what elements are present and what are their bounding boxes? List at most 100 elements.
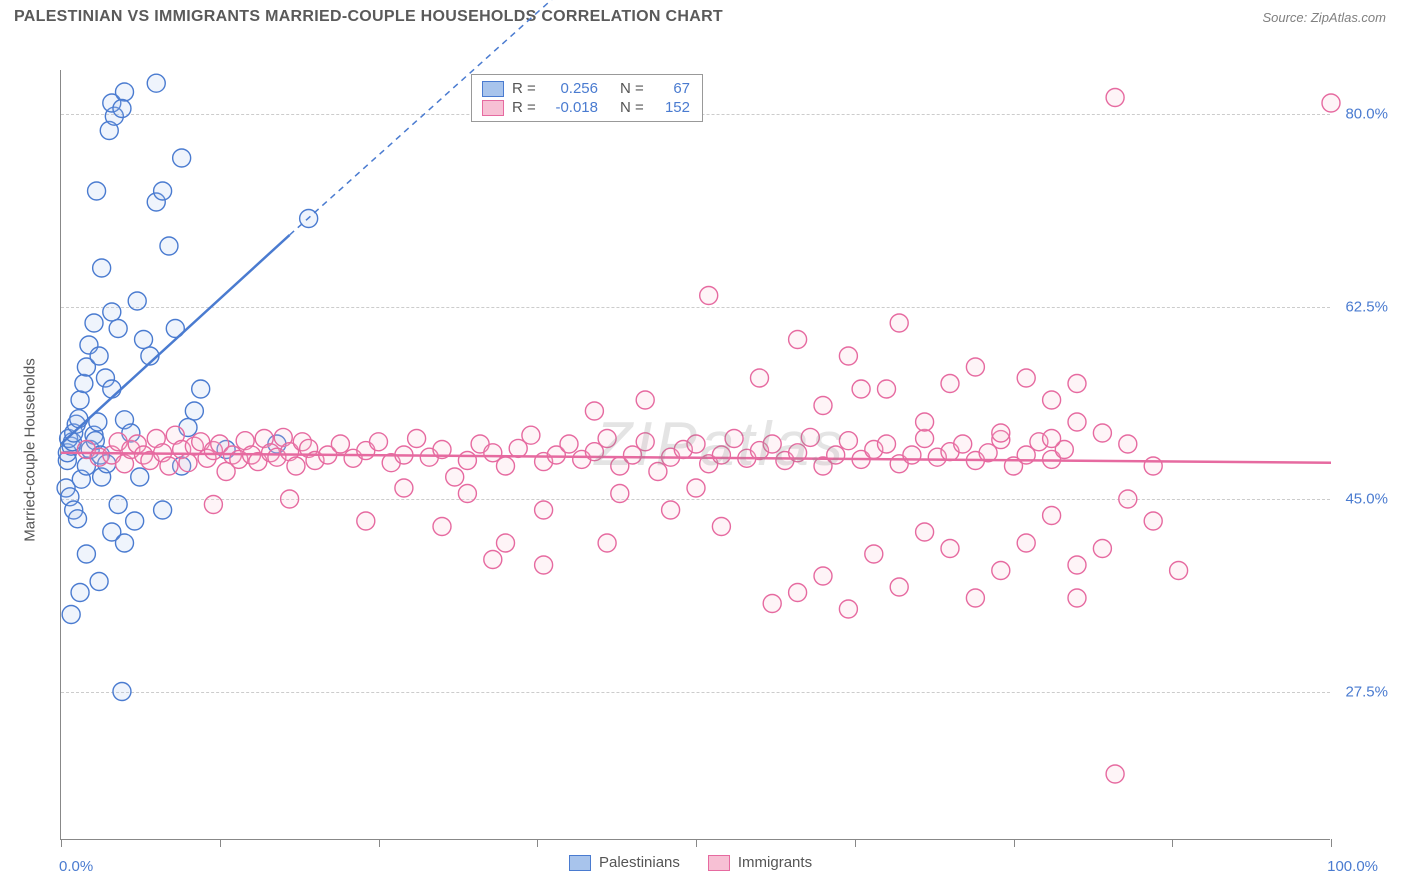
data-point [585,402,603,420]
legend-swatch [708,855,730,871]
data-point [992,424,1010,442]
data-point [712,518,730,536]
data-point [192,380,210,398]
x-tick [1014,839,1015,847]
data-point [458,485,476,503]
data-point [687,479,705,497]
data-point [598,430,616,448]
data-point [204,496,222,514]
data-point [712,446,730,464]
data-point [700,287,718,305]
data-point [611,485,629,503]
data-point [93,259,111,277]
data-point [331,435,349,453]
chart-title: PALESTINIAN VS IMMIGRANTS MARRIED-COUPLE… [14,8,723,26]
data-point [789,331,807,349]
data-point [839,600,857,618]
data-point [395,479,413,497]
data-point [185,402,203,420]
data-point [1068,556,1086,574]
data-point [725,430,743,448]
data-point [70,410,88,428]
x-tick [537,839,538,847]
data-point [147,74,165,92]
data-point [1144,457,1162,475]
data-point [890,578,908,596]
data-point [109,320,127,338]
data-point [789,584,807,602]
data-point [763,595,781,613]
data-point [458,452,476,470]
data-point [1068,375,1086,393]
stat-r-value: 0.256 [548,80,598,97]
data-point [71,391,89,409]
stat-n-value: 152 [656,99,690,116]
data-point [1322,94,1340,112]
plot-area: 27.5%45.0%62.5%80.0%ZIPatlasR =0.256N =6… [60,70,1330,840]
title-bar: PALESTINIAN VS IMMIGRANTS MARRIED-COUPLE… [0,0,1406,30]
x-tick [61,839,62,847]
data-point [1043,430,1061,448]
data-point [1017,369,1035,387]
x-tick [1331,839,1332,847]
data-point [662,501,680,519]
x-tick [379,839,380,847]
data-point [865,545,883,563]
data-point [1043,391,1061,409]
data-point [941,540,959,558]
stats-legend: R =0.256N =67R =-0.018N =152 [471,74,703,122]
x-min-label: 0.0% [59,858,93,875]
data-point [69,510,87,528]
data-point [62,606,80,624]
data-point [649,463,667,481]
data-point [109,496,127,514]
data-point [71,584,89,602]
data-point [1068,413,1086,431]
data-point [1119,435,1137,453]
data-point [154,501,172,519]
data-point [687,435,705,453]
data-point [85,314,103,332]
source-label: Source: [1262,10,1310,25]
data-point [126,512,144,530]
data-point [1106,765,1124,783]
data-point [801,428,819,446]
data-point [160,237,178,255]
series-name: Palestinians [599,854,680,871]
stat-r-label: R = [512,99,540,116]
data-point [839,432,857,450]
x-tick [1172,839,1173,847]
data-point [131,468,149,486]
data-point [636,433,654,451]
y-tick-label: 80.0% [1345,106,1388,123]
data-point [954,435,972,453]
y-axis-label: Married-couple Households [22,358,39,541]
data-point [992,562,1010,580]
source-name: ZipAtlas.com [1311,10,1386,25]
data-point [878,380,896,398]
data-point [916,523,934,541]
data-point [1170,562,1188,580]
data-point [446,468,464,486]
series-legend: Palestinians Immigrants [569,854,812,871]
data-point [890,314,908,332]
data-point [128,292,146,310]
data-point [154,182,172,200]
series-name: Immigrants [738,854,812,871]
stats-legend-row: R =0.256N =67 [482,79,690,98]
x-tick [696,839,697,847]
stat-r-value: -0.018 [548,99,598,116]
data-point [497,457,515,475]
stat-n-value: 67 [656,80,690,97]
x-max-label: 100.0% [1327,858,1378,875]
data-point [1119,490,1137,508]
data-point [135,331,153,349]
data-point [814,397,832,415]
data-point [1093,424,1111,442]
data-point [1144,512,1162,530]
data-point [1106,89,1124,107]
data-point [179,454,197,472]
data-point [484,551,502,569]
x-tick [855,839,856,847]
scatter-svg [61,70,1331,840]
